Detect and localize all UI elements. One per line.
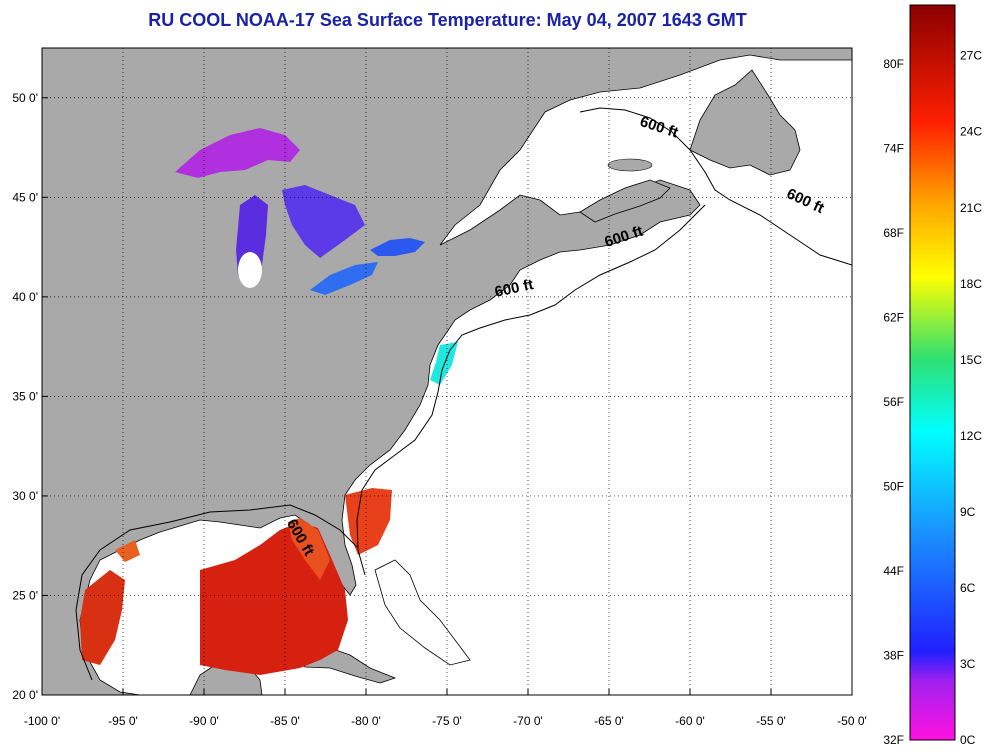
colorbar-c-label: 27C bbox=[960, 49, 982, 63]
colorbar-c-label: 6C bbox=[960, 581, 976, 595]
colorbar-f-label: 38F bbox=[883, 649, 904, 663]
bahamas-outline bbox=[374, 559, 471, 666]
land-nova-scotia bbox=[579, 179, 671, 223]
colorbar-f-label: 32F bbox=[883, 733, 904, 747]
colorbar-f-label: 50F bbox=[883, 480, 904, 494]
colorbar-c-label: 21C bbox=[960, 201, 982, 215]
lon-tick-label: -60 0' bbox=[675, 714, 705, 728]
colorbar-c-label: 24C bbox=[960, 125, 982, 139]
sst-patch-atlantic-florida bbox=[345, 488, 392, 555]
colorbar-f-label: 44F bbox=[883, 564, 904, 578]
lon-tick-label: -95 0' bbox=[108, 714, 138, 728]
lon-tick-label: -55 0' bbox=[756, 714, 786, 728]
lon-tick-label: -70 0' bbox=[513, 714, 543, 728]
colorbar-f-label: 62F bbox=[883, 311, 904, 325]
colorbar-celsius-labels: 0C 3C 6C 9C 12C 15C 18C 21C 24C 27C bbox=[960, 49, 982, 747]
sst-patch-texas bbox=[115, 540, 140, 562]
contour-600ft bbox=[75, 107, 852, 681]
lake-ontario-sst bbox=[370, 238, 425, 256]
colorbar-c-label: 15C bbox=[960, 353, 982, 367]
colorbar-f-label: 80F bbox=[883, 57, 904, 71]
sst-patch-mid-atlantic bbox=[430, 342, 458, 385]
colorbar-c-label: 12C bbox=[960, 429, 982, 443]
lat-tick-label: 25 0' bbox=[12, 588, 38, 602]
colorbar-c-label: 9C bbox=[960, 505, 976, 519]
lake-huron-sst bbox=[282, 185, 365, 258]
lon-tick-label: -90 0' bbox=[189, 714, 219, 728]
colorbar-c-label: 3C bbox=[960, 657, 976, 671]
lat-tick-label: 50 0' bbox=[12, 91, 38, 105]
colorbar-f-label: 68F bbox=[883, 226, 904, 240]
lon-tick-label: -50 0' bbox=[837, 714, 867, 728]
colorbar-c-label: 0C bbox=[960, 733, 976, 747]
colorbar-f-label: 56F bbox=[883, 395, 904, 409]
land-anticosti bbox=[607, 158, 653, 172]
lake-michigan-ice bbox=[238, 252, 262, 288]
lon-tick-label: -80 0' bbox=[351, 714, 381, 728]
colorbar-f-label: 74F bbox=[883, 142, 904, 156]
map-title: RU COOL NOAA-17 Sea Surface Temperature:… bbox=[148, 10, 747, 30]
sst-patch-gulf-west bbox=[80, 570, 125, 665]
lon-tick-label: -85 0' bbox=[270, 714, 300, 728]
colorbar-gradient bbox=[909, 4, 956, 741]
lake-erie-sst bbox=[310, 262, 378, 295]
lon-tick-label: -100 0' bbox=[24, 714, 60, 728]
lat-tick-label: 40 0' bbox=[12, 290, 38, 304]
land-newfoundland bbox=[689, 69, 801, 176]
colorbar-fahrenheit-labels: 32F 38F 44F 50F 56F 62F 68F 74F 80F bbox=[883, 57, 904, 747]
map-grid bbox=[42, 48, 852, 695]
colorbar-c-label: 18C bbox=[960, 277, 982, 291]
latitude-ticks: 20 0' 25 0' 30 0' 35 0' 40 0' 45 0' 50 0' bbox=[12, 91, 48, 702]
longitude-ticks: -100 0' -95 0' -90 0' -85 0' -80 0' -75 0' -70… bbox=[24, 689, 867, 728]
lat-tick-label: 20 0' bbox=[12, 688, 38, 702]
lat-tick-label: 45 0' bbox=[12, 190, 38, 204]
lon-tick-label: -75 0' bbox=[432, 714, 462, 728]
lat-tick-label: 35 0' bbox=[12, 389, 38, 403]
lon-tick-label: -65 0' bbox=[594, 714, 624, 728]
sst-patch-loop-orange bbox=[288, 518, 330, 580]
lake-superior-sst bbox=[175, 128, 300, 178]
lat-tick-label: 30 0' bbox=[12, 489, 38, 503]
